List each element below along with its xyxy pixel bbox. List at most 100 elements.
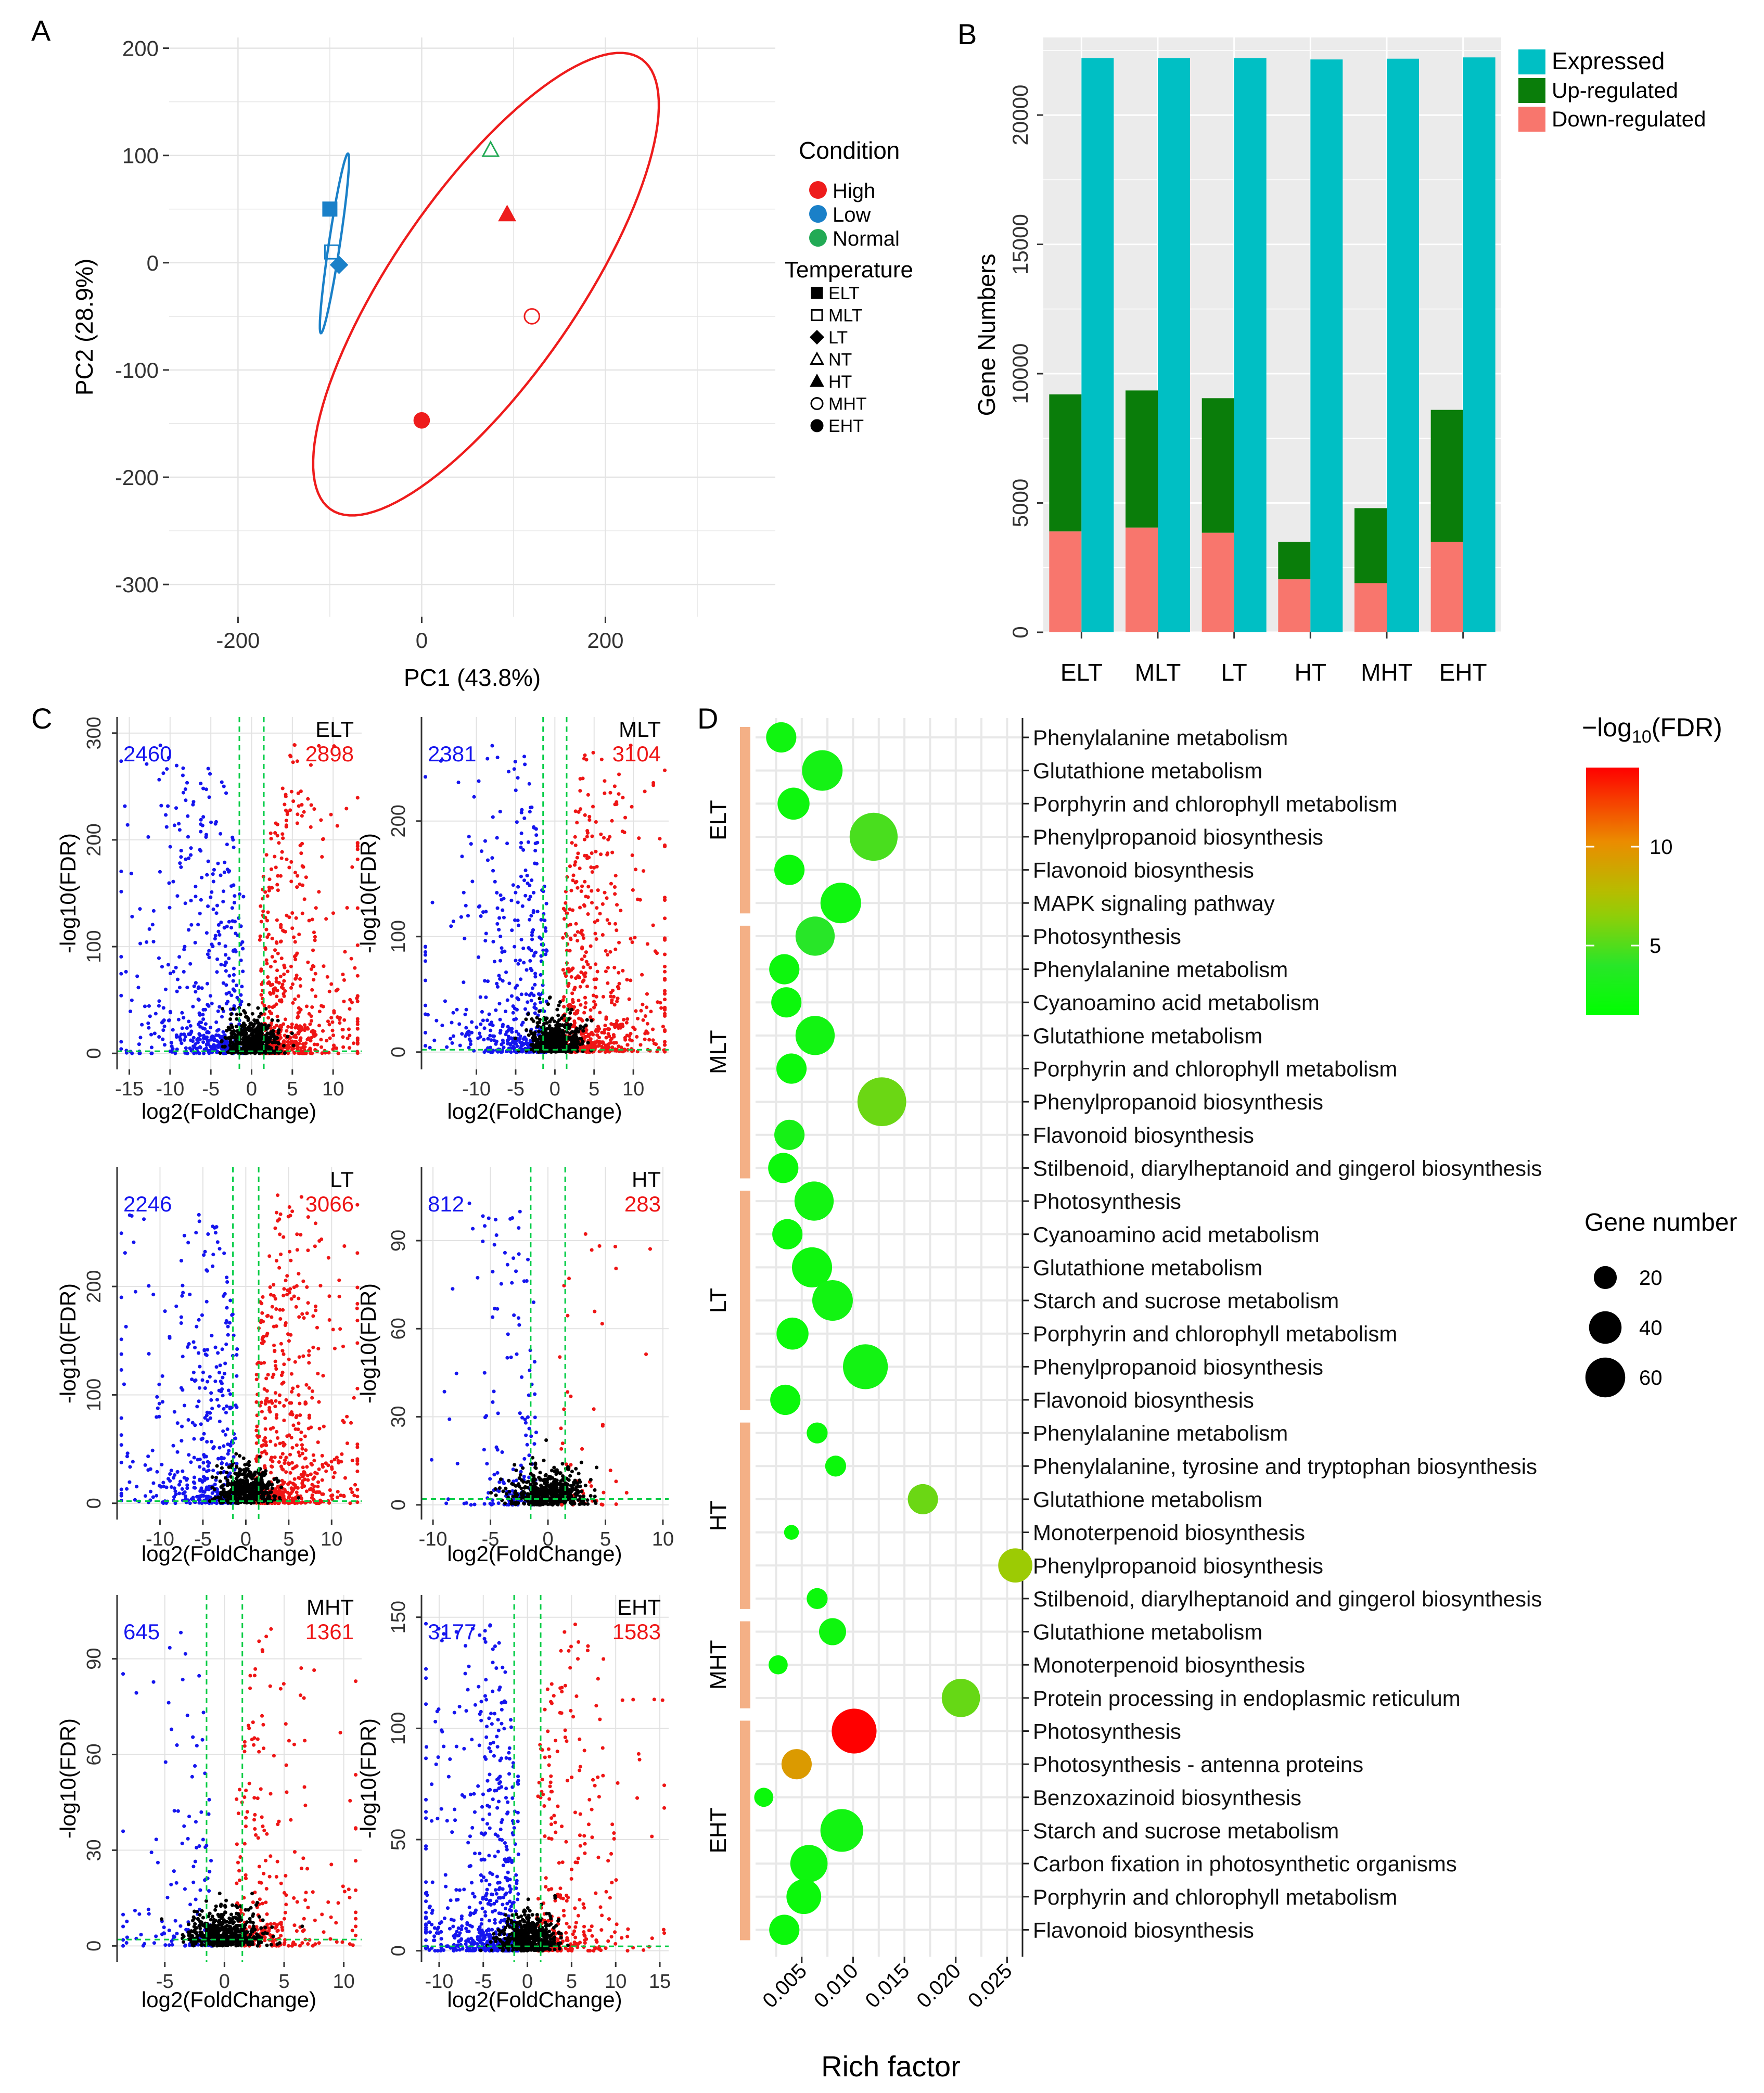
pca-point-mlt <box>324 244 339 260</box>
bubble-x-tick-label: 0.010 <box>810 1959 863 2012</box>
bar-expressed-mht <box>1387 58 1419 632</box>
volcano-up-count: 3104 <box>612 742 661 766</box>
bar-y-axis-label: Gene Numbers <box>973 254 1000 416</box>
volcano-y-tick-label: 30 <box>83 1839 105 1861</box>
bar-legend-label: Expressed <box>1552 47 1665 74</box>
legend-condition-dot-low <box>809 205 827 223</box>
volcano-x-axis-label: log2(FoldChange) <box>447 1099 622 1124</box>
bubble-point <box>791 1247 833 1287</box>
panel-label-d: D <box>697 702 718 735</box>
bar-x-tick-label: HT <box>1295 659 1326 686</box>
bar-down-mht <box>1354 583 1387 632</box>
volcano-title: LT <box>330 1167 354 1192</box>
volcano-x-tick-label: 0 <box>246 1078 257 1100</box>
pathway-label: Carbon fixation in photosynthetic organi… <box>1033 1852 1457 1876</box>
volcano-x-axis-label: log2(FoldChange) <box>447 1987 622 2012</box>
volcano-up-count: 283 <box>624 1192 661 1216</box>
volcano-y-tick-label: 150 <box>388 1601 410 1633</box>
bubble-point <box>998 1548 1033 1583</box>
pathway-label: Glutathione metabolism <box>1033 1620 1262 1644</box>
bubble-point <box>769 954 800 985</box>
pca-y-tick-label: -200 <box>115 465 159 490</box>
pca-y-tick-label: -300 <box>115 572 159 597</box>
color-legend-title: −log10(FDR) <box>1582 713 1722 747</box>
legend-condition-dot-high <box>809 181 827 199</box>
volcano-x-tick-label: 5 <box>278 1971 289 1993</box>
volcano-x-tick-label: 0 <box>542 1528 553 1550</box>
pca-point-ht <box>498 205 517 222</box>
bubble-point <box>857 1077 906 1127</box>
legend-shape-ht <box>809 373 825 387</box>
volcano-x-tick-label: -10 <box>425 1971 453 1993</box>
group-strip-mlt <box>740 925 750 1179</box>
volcano-x-axis-label: log2(FoldChange) <box>142 1099 316 1124</box>
volcano-y-tick-label: 90 <box>388 1230 410 1252</box>
pathway-label: Cyanoamino acid metabolism <box>1033 1222 1320 1247</box>
bubble-point <box>794 1181 834 1221</box>
volcano-y-tick-label: 100 <box>83 1379 105 1411</box>
volcano-x-tick-label: 5 <box>566 1971 577 1993</box>
volcano-down-count: 2246 <box>123 1192 172 1216</box>
bar-y-tick-label: 10000 <box>1008 343 1032 404</box>
panel-label-a: A <box>31 14 51 47</box>
legend-condition-dot-normal <box>809 229 827 247</box>
group-label-eht: EHT <box>706 1807 731 1853</box>
volcano-x-tick-label: 5 <box>287 1078 298 1100</box>
legend-temperature-label: LT <box>828 328 848 348</box>
volcano-x-tick-label: 10 <box>322 1078 344 1100</box>
legend-temperature-label: NT <box>828 350 852 370</box>
pathway-label: Photosynthesis <box>1033 1189 1181 1214</box>
volcano-ns-points <box>479 1894 570 1952</box>
volcano-down-count: 2381 <box>428 742 476 766</box>
pathway-label: MAPK signaling pathway <box>1033 891 1275 915</box>
bubble-point <box>772 1219 803 1249</box>
bubble-point <box>843 1344 888 1389</box>
volcano-y-tick-label: 0 <box>388 1499 410 1510</box>
volcano-y-tick-label: 0 <box>83 1941 105 1951</box>
bar-legend-key-1 <box>1518 78 1545 103</box>
bubble-point <box>769 1655 788 1675</box>
color-legend-tick-label: 10 <box>1650 836 1673 859</box>
legend-shape-nt <box>809 351 825 365</box>
volcano-x-tick-label: -15 <box>115 1078 144 1100</box>
volcano-down-count: 645 <box>123 1619 160 1644</box>
volcano-x-tick-label: -5 <box>482 1528 500 1550</box>
bubble-point <box>807 1588 828 1610</box>
bar-up-mlt <box>1126 390 1158 528</box>
pathway-label: Glutathione metabolism <box>1033 1024 1262 1048</box>
bubble-point <box>820 883 861 924</box>
bubble-point <box>907 1484 938 1515</box>
volcano-x-tick-label: -5 <box>475 1971 492 1993</box>
bar-up-eht <box>1430 410 1463 542</box>
bar-down-elt <box>1049 531 1082 632</box>
volcano-ns-points <box>513 996 594 1054</box>
bar-up-lt <box>1201 398 1234 533</box>
size-legend-label: 20 <box>1639 1267 1663 1290</box>
bubble-point <box>941 1679 980 1717</box>
volcano-up-count: 3066 <box>305 1192 354 1216</box>
bar-x-tick-label: MLT <box>1135 659 1181 686</box>
pathway-label: Flavonoid biosynthesis <box>1033 1388 1254 1412</box>
bar-x-tick-label: EHT <box>1439 659 1487 686</box>
pathway-label: Flavonoid biosynthesis <box>1033 1123 1254 1147</box>
bubble-point <box>786 1879 822 1915</box>
volcano-x-tick-label: -10 <box>146 1528 174 1550</box>
bubble-point <box>825 1456 847 1477</box>
volcano-x-axis-label: log2(FoldChange) <box>447 1541 622 1566</box>
volcano-x-tick-label: 10 <box>652 1528 674 1550</box>
group-strip-lt <box>740 1191 750 1410</box>
volcano-title: ELT <box>315 717 354 742</box>
bar-down-ht <box>1278 579 1311 632</box>
pca-x-tick-label: -200 <box>216 628 260 653</box>
volcano-y-tick-label: 0 <box>83 1048 105 1059</box>
volcano-up-points <box>258 743 360 1055</box>
pathway-label: Phenylpropanoid biosynthesis <box>1033 1355 1323 1379</box>
legend-condition-label: Low <box>833 203 871 226</box>
bar-expressed-elt <box>1081 58 1114 633</box>
bubble-point <box>766 722 797 753</box>
group-strip-mht <box>740 1621 750 1708</box>
volcano-ns-points <box>218 1003 296 1055</box>
